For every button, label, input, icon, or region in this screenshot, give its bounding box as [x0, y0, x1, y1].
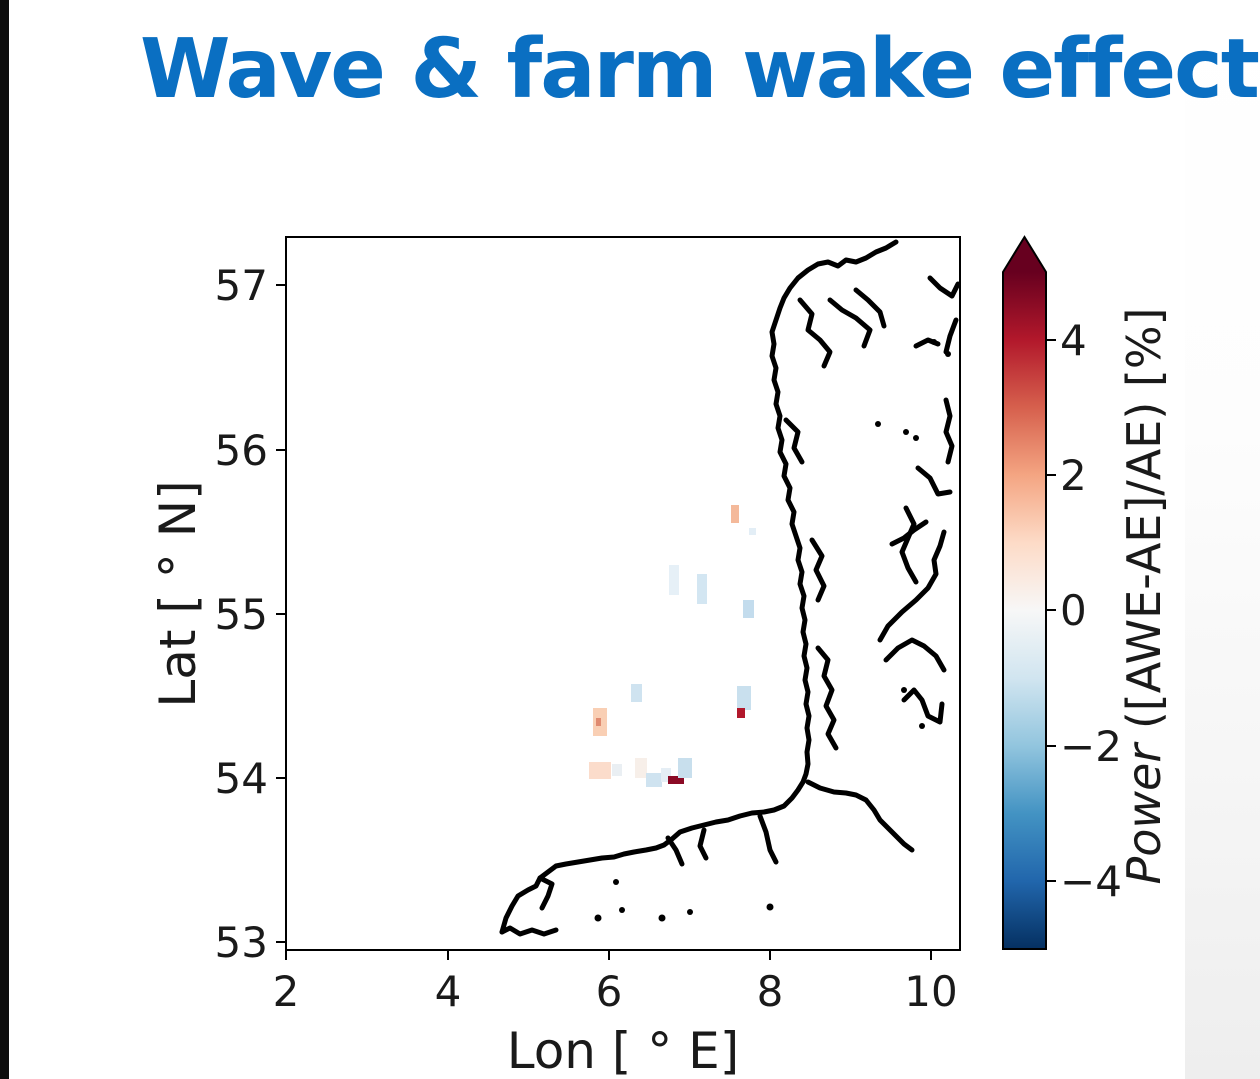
- coastline-fragment: [943, 397, 955, 465]
- colorbar-extend-arrow: [1003, 237, 1046, 272]
- x-tick-label: 10: [904, 967, 957, 1016]
- colorbar-label: Power ([AWE-AE]/AE) [%]: [1117, 308, 1171, 885]
- coastline-west-tip: [499, 925, 559, 937]
- y-tick-marks: [276, 284, 286, 943]
- coastline-fragment: [915, 465, 953, 497]
- coastline-main: [499, 239, 899, 935]
- colorbar-label-italic: Power: [1117, 741, 1171, 885]
- wake-patch: [631, 684, 642, 702]
- colorbar-tick-label: 4: [1060, 316, 1087, 365]
- wake-patch: [678, 758, 692, 778]
- island-dot: [945, 351, 951, 357]
- wake-patch: [668, 776, 684, 784]
- wake-patch: [646, 773, 662, 787]
- island-dot: [919, 723, 925, 729]
- coastline-fragment: [901, 687, 945, 725]
- y-tick-labels: 53 54 55 56 57: [215, 261, 268, 967]
- island-dot: [875, 421, 881, 427]
- coastline-fragment: [757, 813, 779, 865]
- x-tick-labels: 2 4 6 8 10: [273, 967, 958, 1016]
- coastline-fragment: [783, 417, 805, 465]
- y-tick-label: 56: [215, 426, 268, 475]
- island-dot: [658, 914, 666, 922]
- coastline-east: [805, 779, 915, 853]
- x-tick-label: 2: [273, 967, 300, 1016]
- coastline-fragment: [883, 637, 947, 673]
- x-tick-marks: [285, 950, 932, 960]
- colorbar-tick-label: −2: [1060, 722, 1122, 771]
- y-tick-label: 55: [215, 590, 268, 639]
- slide-right-shading: [1185, 0, 1260, 1079]
- x-tick-label: 4: [435, 967, 462, 1016]
- wake-patch: [749, 528, 756, 535]
- colorbar-outline: [1002, 235, 1047, 950]
- y-axis-label: Lat [ ° N]: [149, 480, 207, 707]
- island-dot: [613, 879, 619, 885]
- colorbar-tick-label: 2: [1060, 451, 1087, 500]
- y-tick-label: 57: [215, 261, 268, 310]
- coastline-fragment: [815, 645, 839, 751]
- island-dot: [594, 914, 602, 922]
- colorbar-tick-label: −4: [1060, 857, 1122, 906]
- colorbar-label-rest: ([AWE-AE]/AE) [%]: [1117, 308, 1171, 744]
- wake-patch: [737, 708, 745, 718]
- slide-title: Wave & farm wake effect: [140, 22, 1260, 117]
- coastline-fragment: [889, 519, 929, 547]
- colorbar-gradient-bar: [1003, 272, 1046, 949]
- island-dot: [913, 435, 919, 441]
- coastline-fragment: [809, 537, 827, 603]
- wake-patch: [743, 600, 754, 618]
- wake-patches: [589, 505, 756, 787]
- wake-patch: [661, 768, 671, 782]
- coastline-fragment: [697, 827, 709, 861]
- x-tick-label: 6: [596, 967, 623, 1016]
- colorbar-tick-label: 0: [1060, 586, 1087, 635]
- island-dot: [687, 909, 693, 915]
- island-dot: [931, 339, 937, 345]
- colorbar: −4 −2 0 2 4 Power ([AWE-AE]/AE) [%]: [1002, 235, 1171, 950]
- coastline-fragment: [827, 297, 873, 349]
- coastline-fragment: [537, 875, 555, 911]
- wake-patch: [697, 574, 707, 604]
- wake-patch: [589, 762, 611, 779]
- wake-patch: [731, 505, 739, 523]
- island-dot: [619, 907, 625, 913]
- colorbar-tick-labels: −4 −2 0 2 4: [1060, 316, 1122, 906]
- coastline: [499, 239, 961, 937]
- coastline-fragment: [899, 505, 919, 585]
- coastline-fragment: [665, 835, 685, 867]
- coastline-fragment: [853, 287, 887, 329]
- slide-left-border: [0, 0, 9, 1079]
- wake-patch: [596, 718, 601, 726]
- wake-patch: [737, 686, 751, 710]
- map-axes-frame: [285, 236, 961, 951]
- coastline-fragment: [877, 529, 947, 643]
- coastline-fragment: [797, 297, 833, 369]
- islands: [594, 339, 951, 922]
- island-dot: [901, 687, 907, 693]
- island-dot: [766, 903, 774, 911]
- y-tick-label: 54: [215, 754, 268, 803]
- x-tick-label: 8: [757, 967, 784, 1016]
- coastline-fragment: [927, 275, 961, 299]
- x-axis-label: Lon [ ° E]: [507, 1022, 740, 1079]
- wake-patch: [612, 764, 622, 776]
- colorbar-tick-marks: [1046, 339, 1056, 882]
- y-tick-label: 53: [215, 918, 268, 967]
- wake-patch: [669, 565, 679, 595]
- coastline-fragment: [943, 317, 959, 355]
- wake-patch: [635, 758, 647, 778]
- island-dot: [903, 429, 909, 435]
